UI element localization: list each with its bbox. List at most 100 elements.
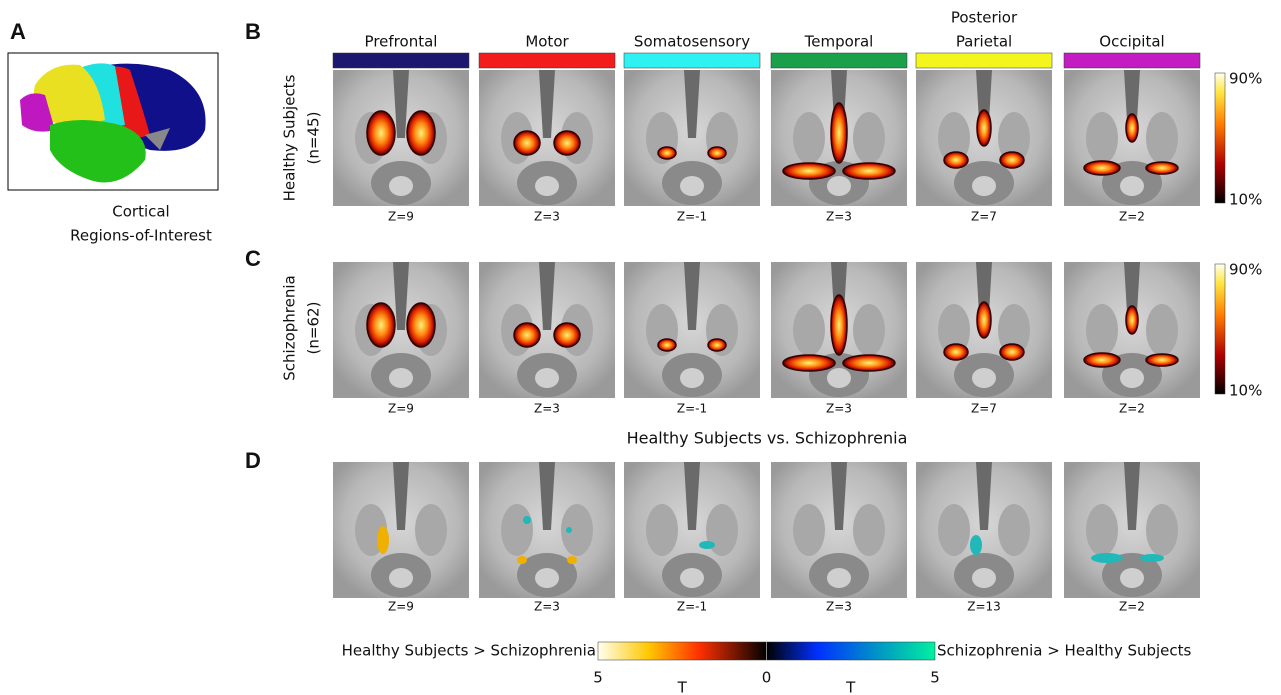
activation bbox=[830, 294, 848, 356]
brain-slice bbox=[333, 462, 469, 598]
structure bbox=[561, 504, 593, 556]
activation bbox=[943, 343, 969, 361]
colorbar-max: 90% bbox=[1229, 70, 1262, 88]
structure bbox=[415, 504, 447, 556]
z-label: Z=7 bbox=[971, 402, 997, 416]
z-label: Z=13 bbox=[967, 600, 1001, 614]
activation bbox=[523, 516, 531, 524]
colorbar-tick: 5 bbox=[593, 669, 603, 687]
structure bbox=[501, 504, 533, 556]
brain-slice bbox=[1064, 262, 1200, 398]
brain-slice bbox=[624, 462, 760, 598]
brain-slice bbox=[771, 262, 907, 398]
region-bar bbox=[332, 52, 470, 69]
activation bbox=[707, 338, 727, 352]
midbrain-core bbox=[1120, 568, 1144, 588]
panel-title: Healthy Subjects vs. Schizophrenia bbox=[627, 429, 908, 448]
z-label: Z=3 bbox=[534, 402, 560, 416]
activation bbox=[1125, 305, 1139, 335]
activation bbox=[707, 146, 727, 160]
z-label: Z=3 bbox=[534, 210, 560, 224]
structure bbox=[938, 304, 970, 356]
brain-slice bbox=[1064, 70, 1200, 206]
region-name: Prefrontal bbox=[365, 33, 438, 51]
caption: Cortical bbox=[112, 203, 169, 221]
activation bbox=[377, 526, 389, 554]
structure bbox=[853, 112, 885, 164]
brain-slice bbox=[1064, 462, 1200, 598]
ventricle bbox=[831, 462, 847, 530]
structure bbox=[853, 304, 885, 356]
activation bbox=[567, 556, 577, 564]
colorbar-min: 10% bbox=[1229, 191, 1262, 209]
z-label: Z=2 bbox=[1119, 600, 1145, 614]
panel-label: A bbox=[10, 19, 26, 44]
brain-slice bbox=[624, 70, 760, 206]
region-bar bbox=[770, 52, 908, 69]
midbrain-core bbox=[680, 176, 704, 196]
activation bbox=[970, 535, 982, 555]
brain-slice bbox=[479, 262, 615, 398]
ventricle bbox=[539, 262, 555, 330]
activation bbox=[553, 130, 581, 156]
activation bbox=[999, 343, 1025, 361]
z-label: Z=3 bbox=[826, 402, 852, 416]
region-bar bbox=[915, 52, 1053, 69]
midbrain-core bbox=[535, 368, 559, 388]
legend-right: Schizophrenia > Healthy Subjects bbox=[937, 642, 1192, 660]
region-name: Posterior bbox=[951, 9, 1018, 27]
brain-slice bbox=[479, 462, 615, 598]
structure bbox=[1146, 504, 1178, 556]
activation bbox=[513, 322, 541, 348]
region-bar bbox=[478, 52, 616, 69]
brain-slice bbox=[916, 70, 1052, 206]
activation bbox=[1083, 352, 1121, 368]
brain-slice bbox=[624, 262, 760, 398]
brain-slice bbox=[333, 262, 469, 398]
region-name: Parietal bbox=[956, 33, 1012, 51]
midbrain-core bbox=[680, 368, 704, 388]
structure bbox=[1086, 304, 1118, 356]
region-bar bbox=[623, 52, 761, 69]
midbrain-core bbox=[1120, 368, 1144, 388]
midbrain-core bbox=[535, 568, 559, 588]
legend-left: Healthy Subjects > Schizophrenia bbox=[342, 642, 596, 660]
midbrain-core bbox=[680, 568, 704, 588]
activation bbox=[782, 354, 836, 372]
midbrain-core bbox=[827, 368, 851, 388]
midbrain-core bbox=[972, 368, 996, 388]
ventricle bbox=[539, 462, 555, 530]
row-label: (n=62) bbox=[305, 302, 323, 355]
structure bbox=[1086, 112, 1118, 164]
brain-slice bbox=[771, 70, 907, 206]
structure bbox=[998, 112, 1030, 164]
z-label: Z=9 bbox=[388, 402, 414, 416]
activation bbox=[657, 338, 677, 352]
activation bbox=[842, 354, 896, 372]
midbrain-core bbox=[827, 176, 851, 196]
ventricle bbox=[684, 70, 700, 138]
midbrain-core bbox=[972, 568, 996, 588]
midbrain-core bbox=[1120, 176, 1144, 196]
structure bbox=[1146, 112, 1178, 164]
z-label: Z=3 bbox=[826, 210, 852, 224]
activation bbox=[699, 541, 715, 549]
z-label: Z=-1 bbox=[677, 402, 707, 416]
midbrain-core bbox=[389, 368, 413, 388]
activation bbox=[782, 162, 836, 180]
activation bbox=[999, 151, 1025, 169]
structure bbox=[998, 304, 1030, 356]
z-label: Z=9 bbox=[388, 210, 414, 224]
activation bbox=[406, 302, 436, 348]
brain-slice bbox=[916, 262, 1052, 398]
activation bbox=[943, 151, 969, 169]
ventricle bbox=[1124, 462, 1140, 530]
brain-slice bbox=[479, 70, 615, 206]
z-label: Z=-1 bbox=[677, 210, 707, 224]
colorbar-max: 90% bbox=[1229, 261, 1262, 279]
structure bbox=[938, 504, 970, 556]
structure bbox=[706, 504, 738, 556]
activation bbox=[553, 322, 581, 348]
row-label: Healthy Subjects bbox=[281, 74, 299, 201]
structure bbox=[1146, 304, 1178, 356]
